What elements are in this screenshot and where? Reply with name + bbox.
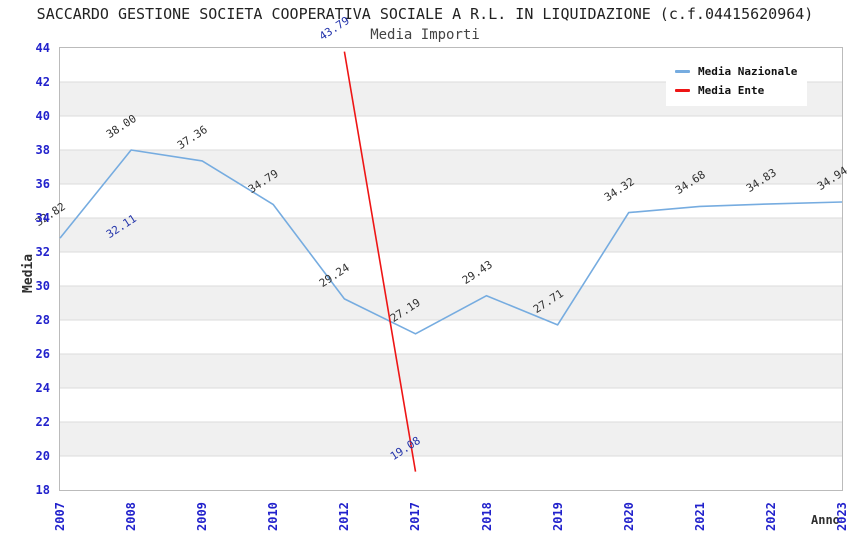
x-axis-tick-label: 2023 [835,502,849,531]
media-ente-line-swatch-icon [675,89,690,92]
x-axis-tick-label: 2019 [550,502,565,531]
data-label: 29.24 [317,260,353,290]
legend-item-media-nazionale: Media Nazionale [675,62,797,81]
y-axis-tick-label: 26 [35,347,50,361]
x-axis-tick-label: 2007 [53,502,67,531]
legend-label: Media Ente [698,83,765,97]
y-axis-tick-label: 32 [35,245,50,259]
plot-band [60,218,842,252]
x-axis-title: Anno [811,513,840,527]
data-label: 34.68 [672,168,708,198]
y-axis-tick-label: 42 [35,75,50,89]
series-line-media-nazionale [59,149,843,335]
media-nazionale-line-swatch-icon [675,70,690,73]
data-label: 29.43 [459,257,495,287]
legend-item-media-ente: Media Ente [675,81,797,100]
data-label: 27.71 [530,286,566,316]
data-label: 34.79 [246,166,282,196]
x-axis-tick-label: 2009 [195,502,210,531]
y-axis-tick-label: 36 [35,177,50,191]
x-axis-tick-label: 2022 [763,502,778,531]
series-line-media-ente [343,51,417,472]
legend: Media Nazionale Media Ente [666,56,808,106]
plot-band [60,354,842,388]
y-axis-tick-label: 24 [35,381,50,395]
data-label: 34.32 [601,174,637,204]
y-axis-tick-label: 40 [35,109,50,123]
y-axis-tick-label: 28 [35,313,50,327]
x-axis-tick-label: 2010 [266,502,281,531]
data-label: 38.00 [103,112,139,141]
data-label: 34.83 [743,165,779,195]
y-axis-tick-label: 38 [35,143,50,157]
y-axis-tick-label: 34 [35,211,50,225]
plot-band [60,150,842,184]
plot-border [59,47,843,491]
x-axis-tick-label: 2008 [124,502,139,531]
data-label: 32.11 [103,212,139,242]
data-label: 27.19 [388,295,424,325]
y-axis-tick-label: 30 [35,279,50,293]
x-axis-tick-label: 2012 [337,502,352,531]
y-axis-tick-label: 18 [35,483,50,497]
data-label: 37.36 [175,122,210,152]
y-axis-tick-label: 20 [35,449,50,463]
data-label: 34.94 [814,164,850,194]
chart-title: SACCARDO GESTIONE SOCIETA COOPERATIVA SO… [36,5,814,23]
data-label: 19.08 [388,433,424,463]
x-axis-tick-label: 2020 [621,502,636,531]
x-axis-tick-label: 2017 [408,502,423,531]
chart-subtitle: Media Importi [370,27,480,43]
plot-band [60,422,842,456]
x-axis-tick-label: 2018 [479,502,494,531]
x-axis-tick-label: 2021 [692,502,707,531]
y-axis-tick-label: 44 [35,41,50,55]
legend-label: Media Nazionale [698,64,798,78]
y-axis-tick-label: 22 [35,415,50,429]
